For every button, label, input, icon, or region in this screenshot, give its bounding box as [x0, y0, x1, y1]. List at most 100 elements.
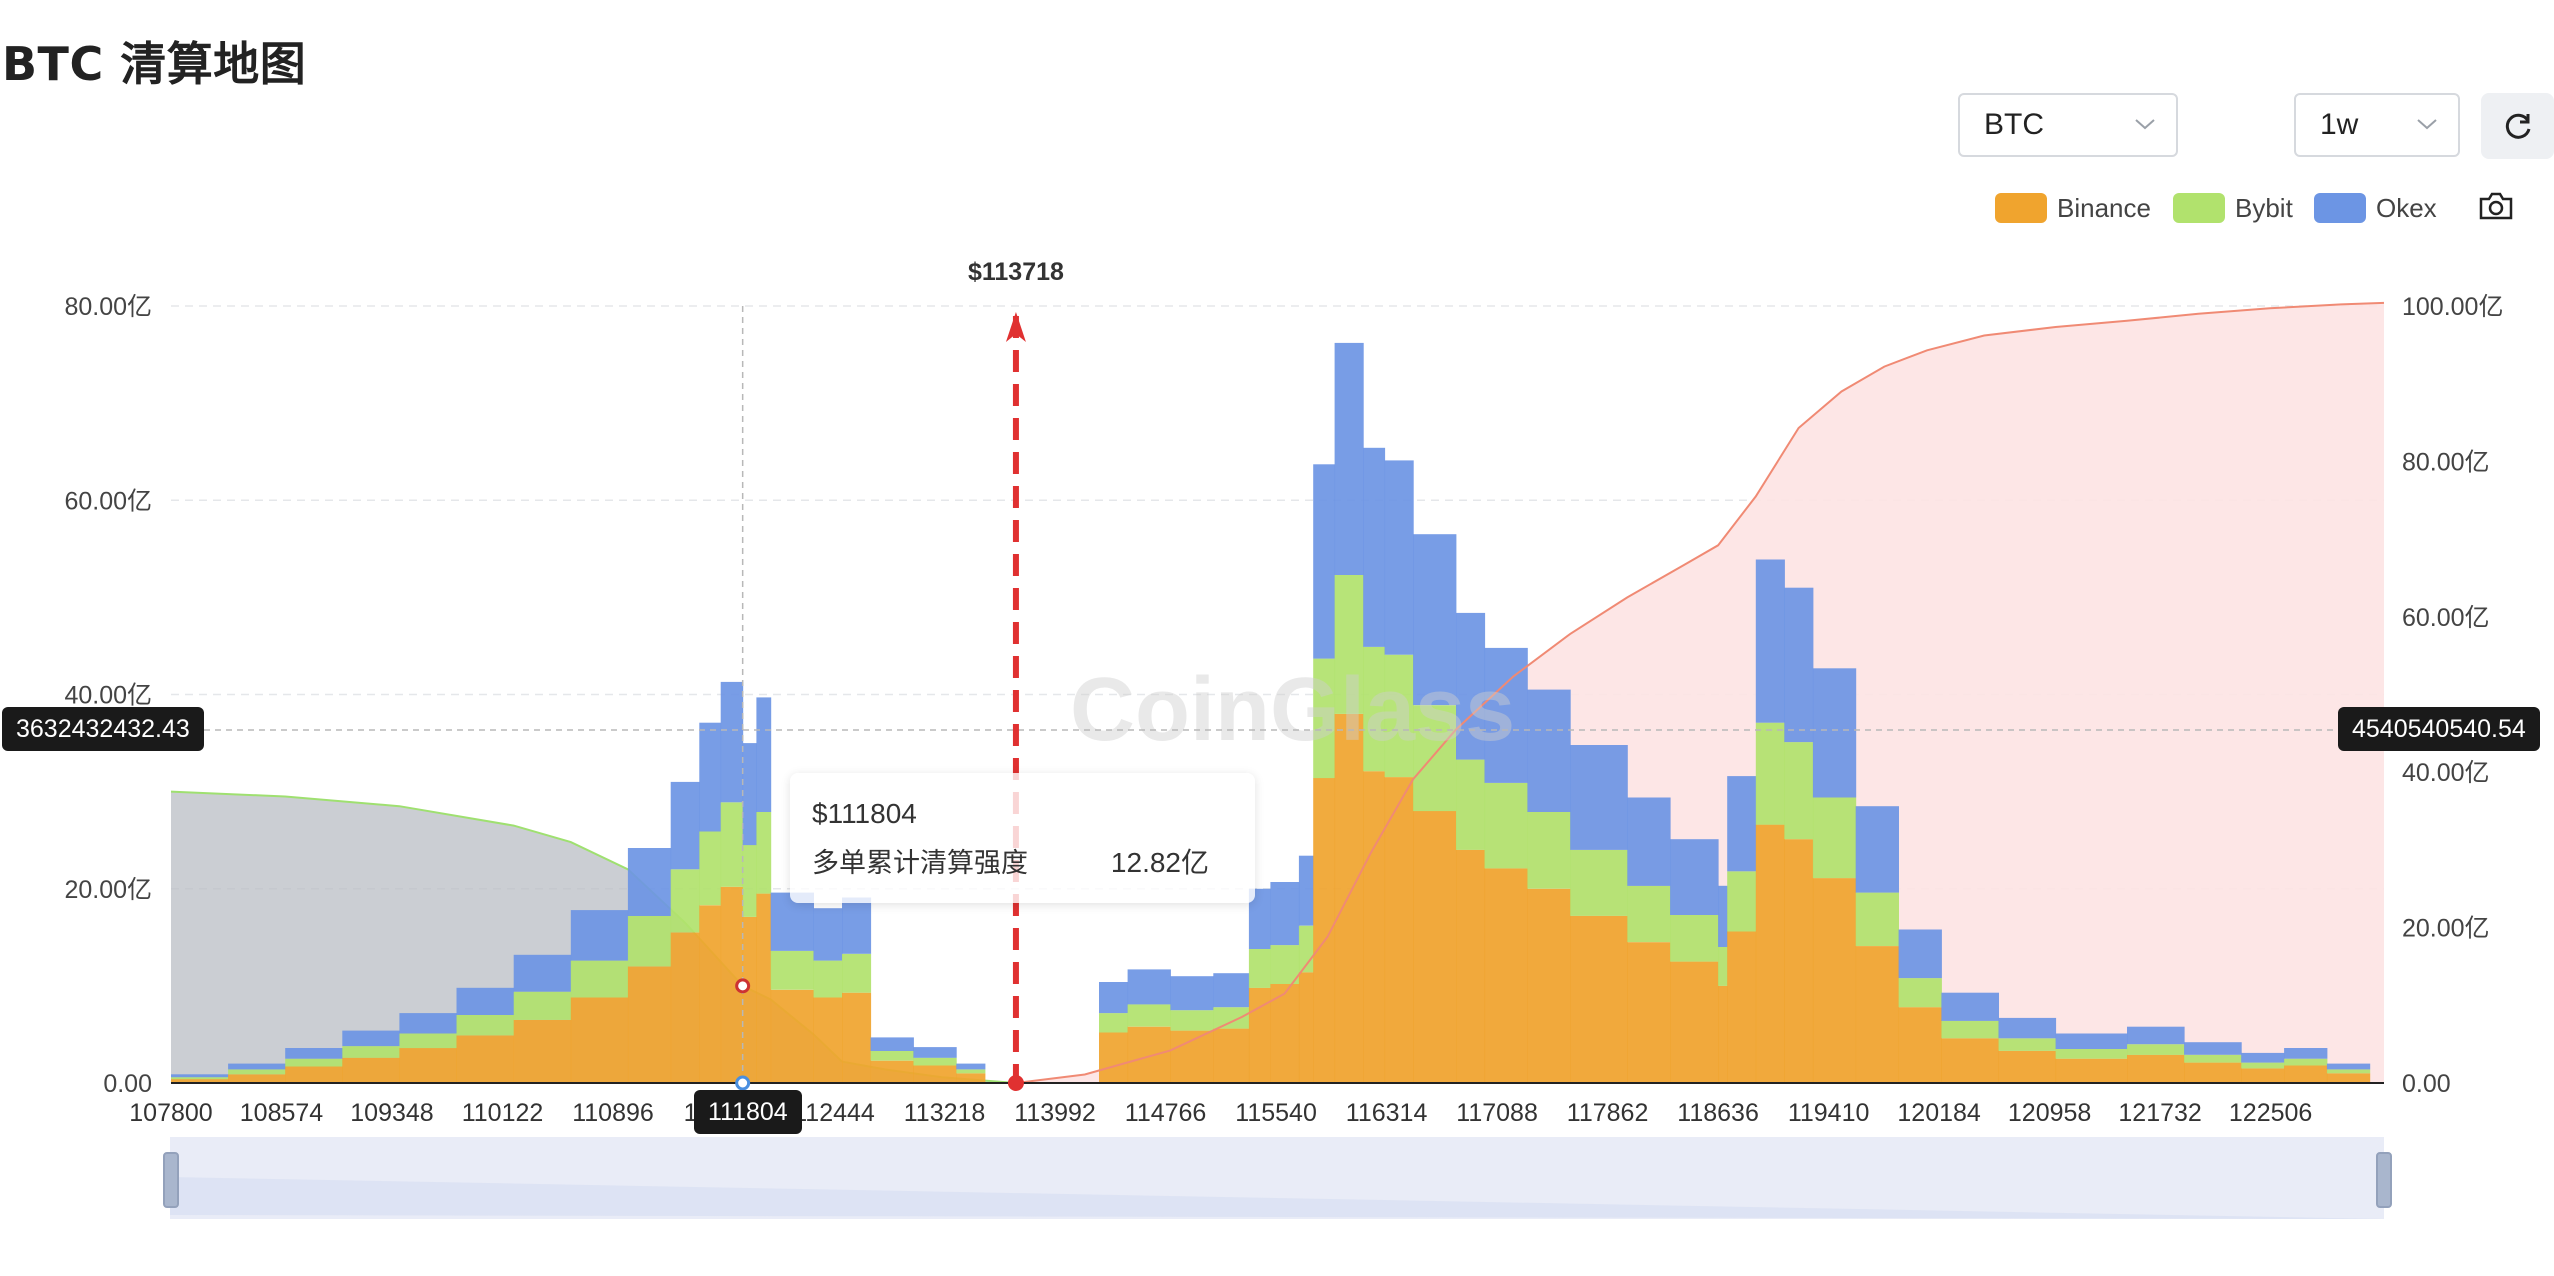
zoom-slider-preview [170, 1137, 2384, 1219]
range-select[interactable]: 1w [2294, 93, 2460, 157]
x-tick-label: 108574 [240, 1099, 324, 1127]
bar-binance [956, 1073, 986, 1083]
bar-binance [1127, 1026, 1171, 1083]
bar-okex [1998, 1017, 2057, 1039]
bar-okex [1270, 882, 1300, 946]
bar-okex [2127, 1026, 2185, 1045]
bar-okex [1898, 929, 1942, 979]
bar-okex [1099, 982, 1129, 1014]
bar-okex [1363, 447, 1386, 647]
chevron-down-icon [2135, 119, 2155, 130]
bar-binance [770, 989, 814, 1083]
bar-bybit [813, 960, 843, 998]
x-tick-label: 121732 [2118, 1099, 2201, 1127]
y-right-tick-label: 100.00亿 [2402, 293, 2503, 321]
bar-binance [1670, 961, 1719, 1083]
camera-icon[interactable] [2478, 191, 2514, 221]
legend-swatch-binance [1995, 193, 2047, 224]
y-left-tick-label: 40.00亿 [64, 682, 152, 710]
x-tick-label: 120958 [2008, 1099, 2091, 1127]
bar-binance [1313, 778, 1336, 1083]
bar-okex [1334, 342, 1364, 575]
x-tick-label: 107800 [129, 1099, 212, 1127]
bar-bybit [1727, 871, 1757, 932]
zoom-slider[interactable] [170, 1137, 2384, 1219]
bar-binance [1484, 868, 1528, 1083]
crosshair-left-value: 3632432432.43 [2, 707, 204, 751]
bar-bybit [756, 812, 772, 894]
bar-binance [1099, 1032, 1129, 1083]
bar-okex [913, 1047, 957, 1058]
bar-okex [2055, 1033, 2128, 1049]
bar-okex [1784, 587, 1814, 743]
bar-bybit [570, 960, 629, 998]
bar-okex [456, 987, 515, 1015]
bar-bybit [399, 1033, 457, 1049]
bar-okex [1170, 976, 1214, 1011]
y-right-tick-label: 0.00 [2402, 1070, 2451, 1098]
bar-bybit [1213, 1007, 1250, 1029]
symbol-select-value: BTC [1984, 108, 2044, 141]
bar-binance [670, 932, 700, 1083]
bar-bybit [1099, 1013, 1129, 1033]
bar-okex [399, 1013, 457, 1034]
symbol-select[interactable]: BTC [1958, 93, 2178, 157]
bar-okex [570, 910, 629, 961]
cumulative-short-line [1015, 301, 2385, 1084]
page-title: BTC 清算地图 [2, 37, 307, 91]
bar-bybit [1248, 949, 1271, 988]
bar-binance [1248, 987, 1271, 1083]
bar-bybit [456, 1015, 515, 1036]
bar-bybit [1941, 1020, 1999, 1039]
bar-okex [756, 697, 772, 812]
x-tick-label: 119410 [1788, 1099, 1870, 1127]
legend-label: Bybit [2235, 193, 2293, 224]
bar-binance [1627, 942, 1671, 1083]
zoom-slider-handle-left[interactable] [163, 1152, 179, 1208]
bar-bybit [1755, 722, 1785, 825]
bar-okex [1127, 969, 1171, 1005]
bar-bybit [285, 1058, 343, 1067]
bar-binance [756, 893, 772, 1083]
y-right-tick-label: 20.00亿 [2402, 915, 2490, 943]
bar-okex [813, 908, 843, 961]
current-price-label: $113718 [968, 258, 1064, 286]
bar-okex [1855, 806, 1899, 893]
y-left-tick-label: 20.00亿 [64, 876, 152, 904]
bar-binance [1298, 972, 1314, 1083]
bar-binance [842, 992, 872, 1083]
bar-okex [842, 897, 872, 954]
x-tick-label: 110122 [462, 1099, 544, 1127]
bar-bybit [1270, 945, 1300, 984]
crosshair-right-value: 4540540540.54 [2338, 707, 2540, 751]
bar-bybit [1855, 892, 1899, 946]
x-tick-label: 113218 [904, 1099, 986, 1127]
bar-okex [1727, 776, 1757, 872]
bar-okex [670, 781, 700, 870]
legend-item-bybit[interactable]: Bybit [2173, 190, 2293, 224]
bar-bybit [171, 1077, 229, 1080]
y-right-tick-label: 60.00亿 [2402, 604, 2490, 632]
bar-binance [1855, 946, 1899, 1083]
bar-okex [1755, 559, 1785, 723]
bar-binance [2284, 1065, 2328, 1083]
bar-binance [699, 905, 722, 1083]
bar-binance [1727, 931, 1757, 1083]
bar-binance [870, 1060, 914, 1083]
bar-binance [228, 1074, 286, 1083]
bar-okex [627, 848, 672, 916]
bar-binance [171, 1079, 229, 1083]
bar-binance [513, 1019, 572, 1083]
x-tick-label: 117862 [1567, 1099, 1649, 1127]
bar-binance [285, 1066, 343, 1083]
bar-binance [1363, 771, 1386, 1083]
bar-okex [1413, 534, 1457, 706]
refresh-button[interactable] [2481, 93, 2554, 159]
legend-item-binance[interactable]: Binance [1995, 190, 2151, 224]
bar-okex [171, 1074, 229, 1078]
bar-bybit [1456, 759, 1486, 850]
tooltip-value: 12.82亿 [1110, 847, 1209, 878]
legend-item-okex[interactable]: Okex [2314, 190, 2437, 224]
bar-bybit [2055, 1049, 2128, 1059]
zoom-slider-handle-right[interactable] [2376, 1152, 2392, 1208]
